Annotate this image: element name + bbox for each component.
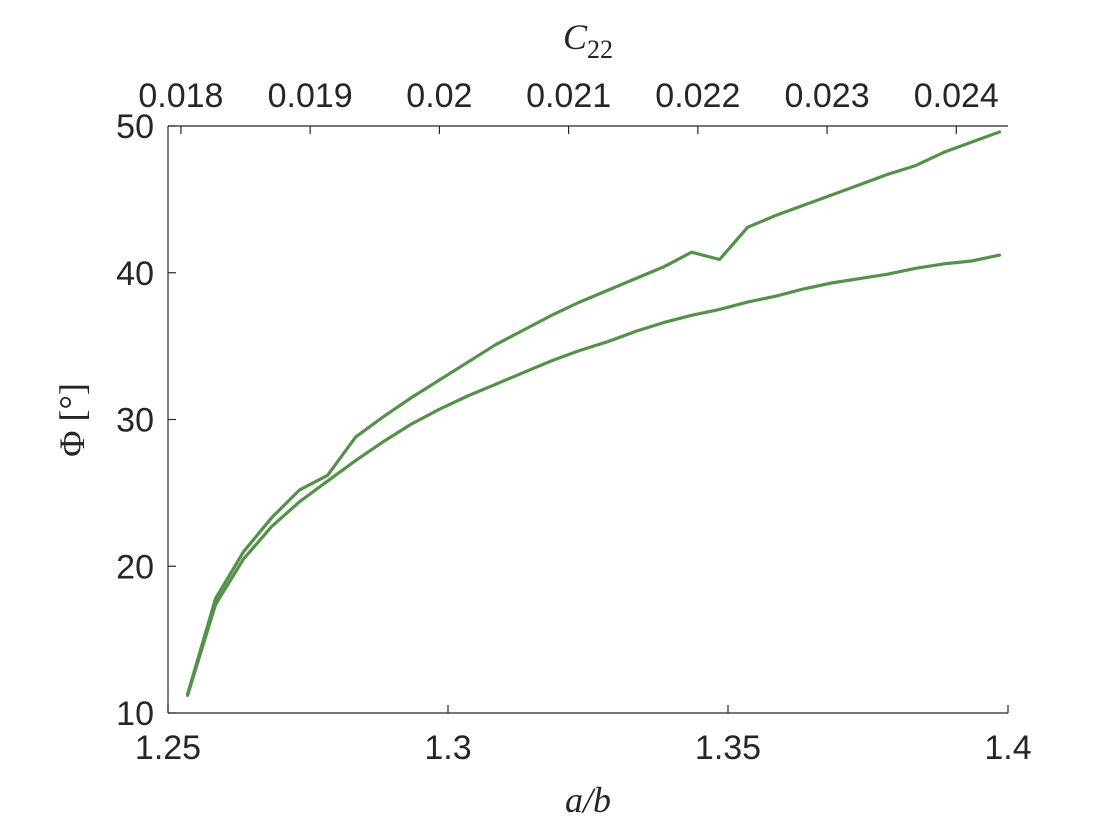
top-axis-title-main: C xyxy=(563,17,588,57)
series-line-2 xyxy=(186,253,1002,698)
top-tick-label: 0.024 xyxy=(914,77,999,115)
top-tick-label: 0.021 xyxy=(526,77,611,115)
x-tick-label: 1.25 xyxy=(135,729,201,767)
series-line-1 xyxy=(186,130,1002,696)
x-axis-ticks: 1.25 1.3 1.35 1.4 xyxy=(135,705,1032,767)
top-axis-ticks: 0.018 0.019 0.02 0.021 0.022 0.023 0.024 xyxy=(138,77,999,134)
y-tick-label: 40 xyxy=(116,255,154,293)
top-tick-label: 0.019 xyxy=(268,77,353,115)
x-tick-label: 1.3 xyxy=(424,729,471,767)
top-tick-label: 0.023 xyxy=(785,77,870,115)
y-tick-label: 20 xyxy=(116,548,154,586)
top-tick-label: 0.02 xyxy=(406,77,472,115)
x-axis-title: a/b xyxy=(565,780,611,820)
x-tick-label: 1.35 xyxy=(695,729,761,767)
axes xyxy=(167,125,1008,714)
top-axis-title: C22 xyxy=(563,17,613,64)
top-tick-label: 0.022 xyxy=(655,77,740,115)
x-tick-label: 1.4 xyxy=(984,729,1031,767)
y-axis-title: Φ [°] xyxy=(52,383,92,457)
top-tick-label: 0.018 xyxy=(138,77,223,115)
y-tick-label: 50 xyxy=(116,108,154,146)
y-tick-label: 30 xyxy=(116,402,154,440)
y-tick-label: 10 xyxy=(116,695,154,733)
y-axis-ticks: 10 20 30 40 50 xyxy=(116,108,176,733)
series-group xyxy=(186,130,1002,698)
top-axis-title-sub: 22 xyxy=(587,35,613,64)
